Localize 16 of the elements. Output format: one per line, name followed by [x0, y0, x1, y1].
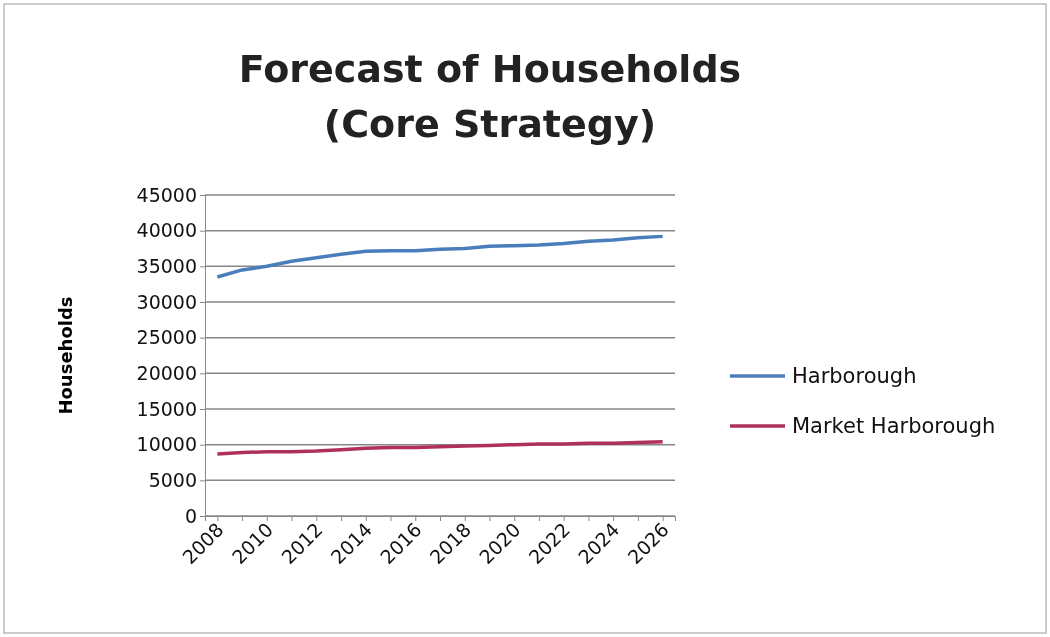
- y-axis-title: Households: [55, 296, 76, 415]
- y-tick-label: 20000: [136, 361, 197, 384]
- y-tick-label: 0: [184, 504, 197, 527]
- y-tick-label: 5000: [148, 468, 197, 491]
- line-series: [215, 440, 665, 456]
- y-tick-label: 35000: [136, 254, 197, 277]
- chart-title: Forecast of Households (Core Strategy): [238, 47, 742, 146]
- y-tick-label: 15000: [136, 397, 197, 420]
- line-series: [215, 234, 665, 279]
- y-tick-label: 25000: [136, 326, 197, 349]
- y-tick-label: 45000: [136, 183, 197, 206]
- legend-label: Harborough: [792, 364, 917, 388]
- y-tick-label: 10000: [136, 433, 197, 456]
- legend-label: Market Harborough: [792, 414, 996, 438]
- y-tick-label: 40000: [136, 219, 197, 242]
- y-tick-label: 30000: [136, 290, 197, 313]
